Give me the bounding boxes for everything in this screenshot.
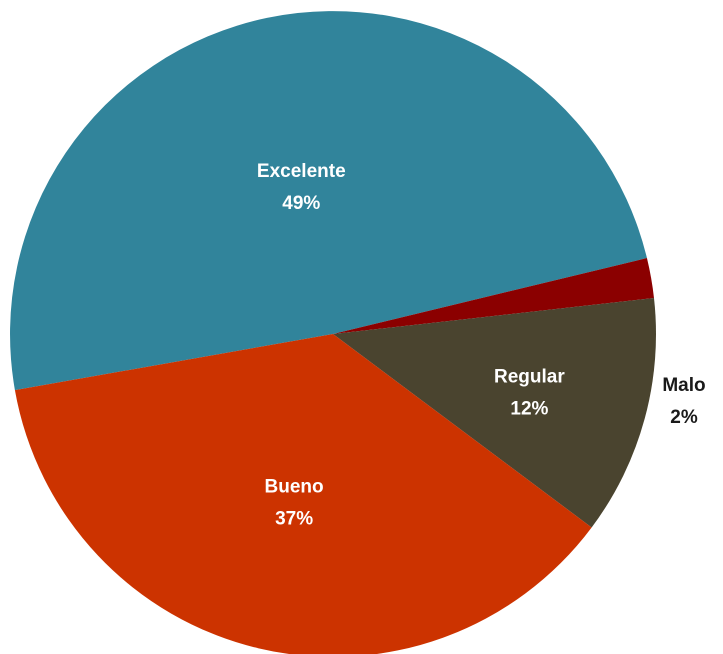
pie-label-category: Malo: [662, 375, 705, 396]
pie-label-malo: Malo 2%: [662, 375, 705, 428]
pie-labels: Excelente 49% Malo 2% Regular 12% Bueno 37%: [257, 161, 706, 529]
pie-label-percent: 37%: [275, 508, 313, 529]
pie-label-bueno: Bueno 37%: [265, 476, 324, 529]
pie-slice-bueno: [14, 334, 592, 654]
pie-slice-regular: [333, 298, 657, 528]
pie-label-category: Bueno: [265, 476, 324, 497]
pie-slice-excelente: [10, 11, 647, 391]
pie-label-percent: 12%: [510, 398, 548, 419]
pie-slice-malo: [333, 258, 654, 334]
pie-label-category: Regular: [494, 366, 565, 387]
pie-slices: [10, 11, 657, 654]
pie-label-category: Excelente: [257, 161, 346, 182]
pie-label-regular: Regular 12%: [494, 366, 565, 419]
pie-label-percent: 49%: [282, 193, 320, 214]
pie-label-percent: 2%: [670, 407, 698, 428]
pie-label-excelente: Excelente 49%: [257, 161, 346, 214]
